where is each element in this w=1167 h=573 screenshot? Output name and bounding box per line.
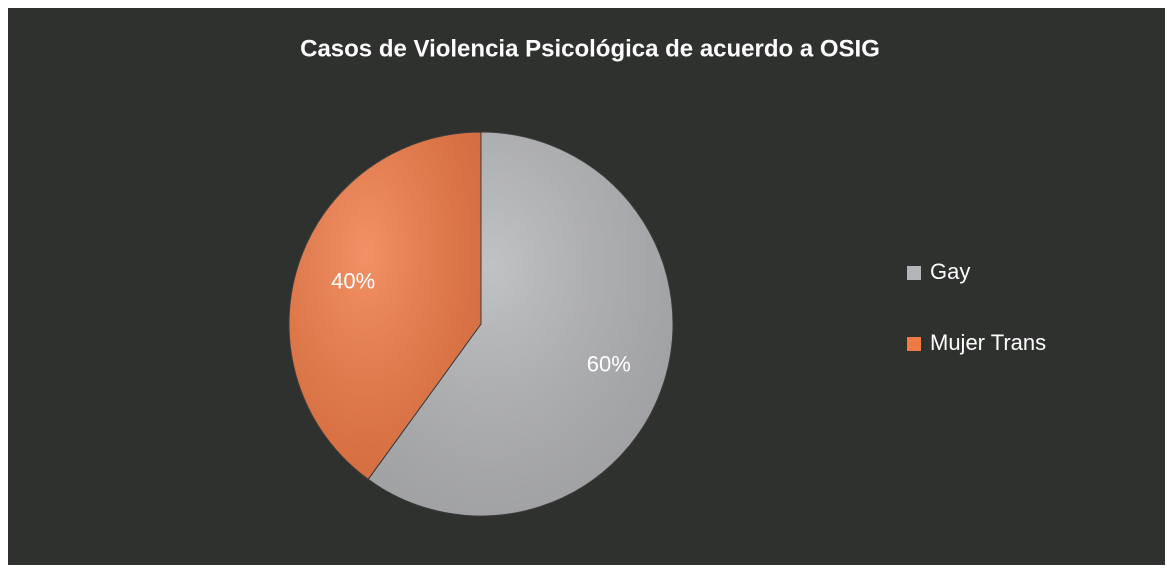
pie: 60% 40% bbox=[288, 131, 674, 517]
legend-label: Mujer Trans bbox=[930, 330, 1046, 355]
chart-title: Casos de Violencia Psicológica de acuerd… bbox=[300, 35, 880, 62]
legend-swatch bbox=[907, 266, 921, 280]
data-label: 40% bbox=[331, 268, 375, 293]
slice-shade bbox=[368, 132, 673, 516]
data-label: 60% bbox=[587, 351, 631, 376]
legend-swatch bbox=[907, 337, 921, 351]
legend: Gay Mujer Trans bbox=[907, 259, 1046, 355]
legend-label: Gay bbox=[930, 259, 970, 284]
slice-shade bbox=[289, 132, 481, 480]
